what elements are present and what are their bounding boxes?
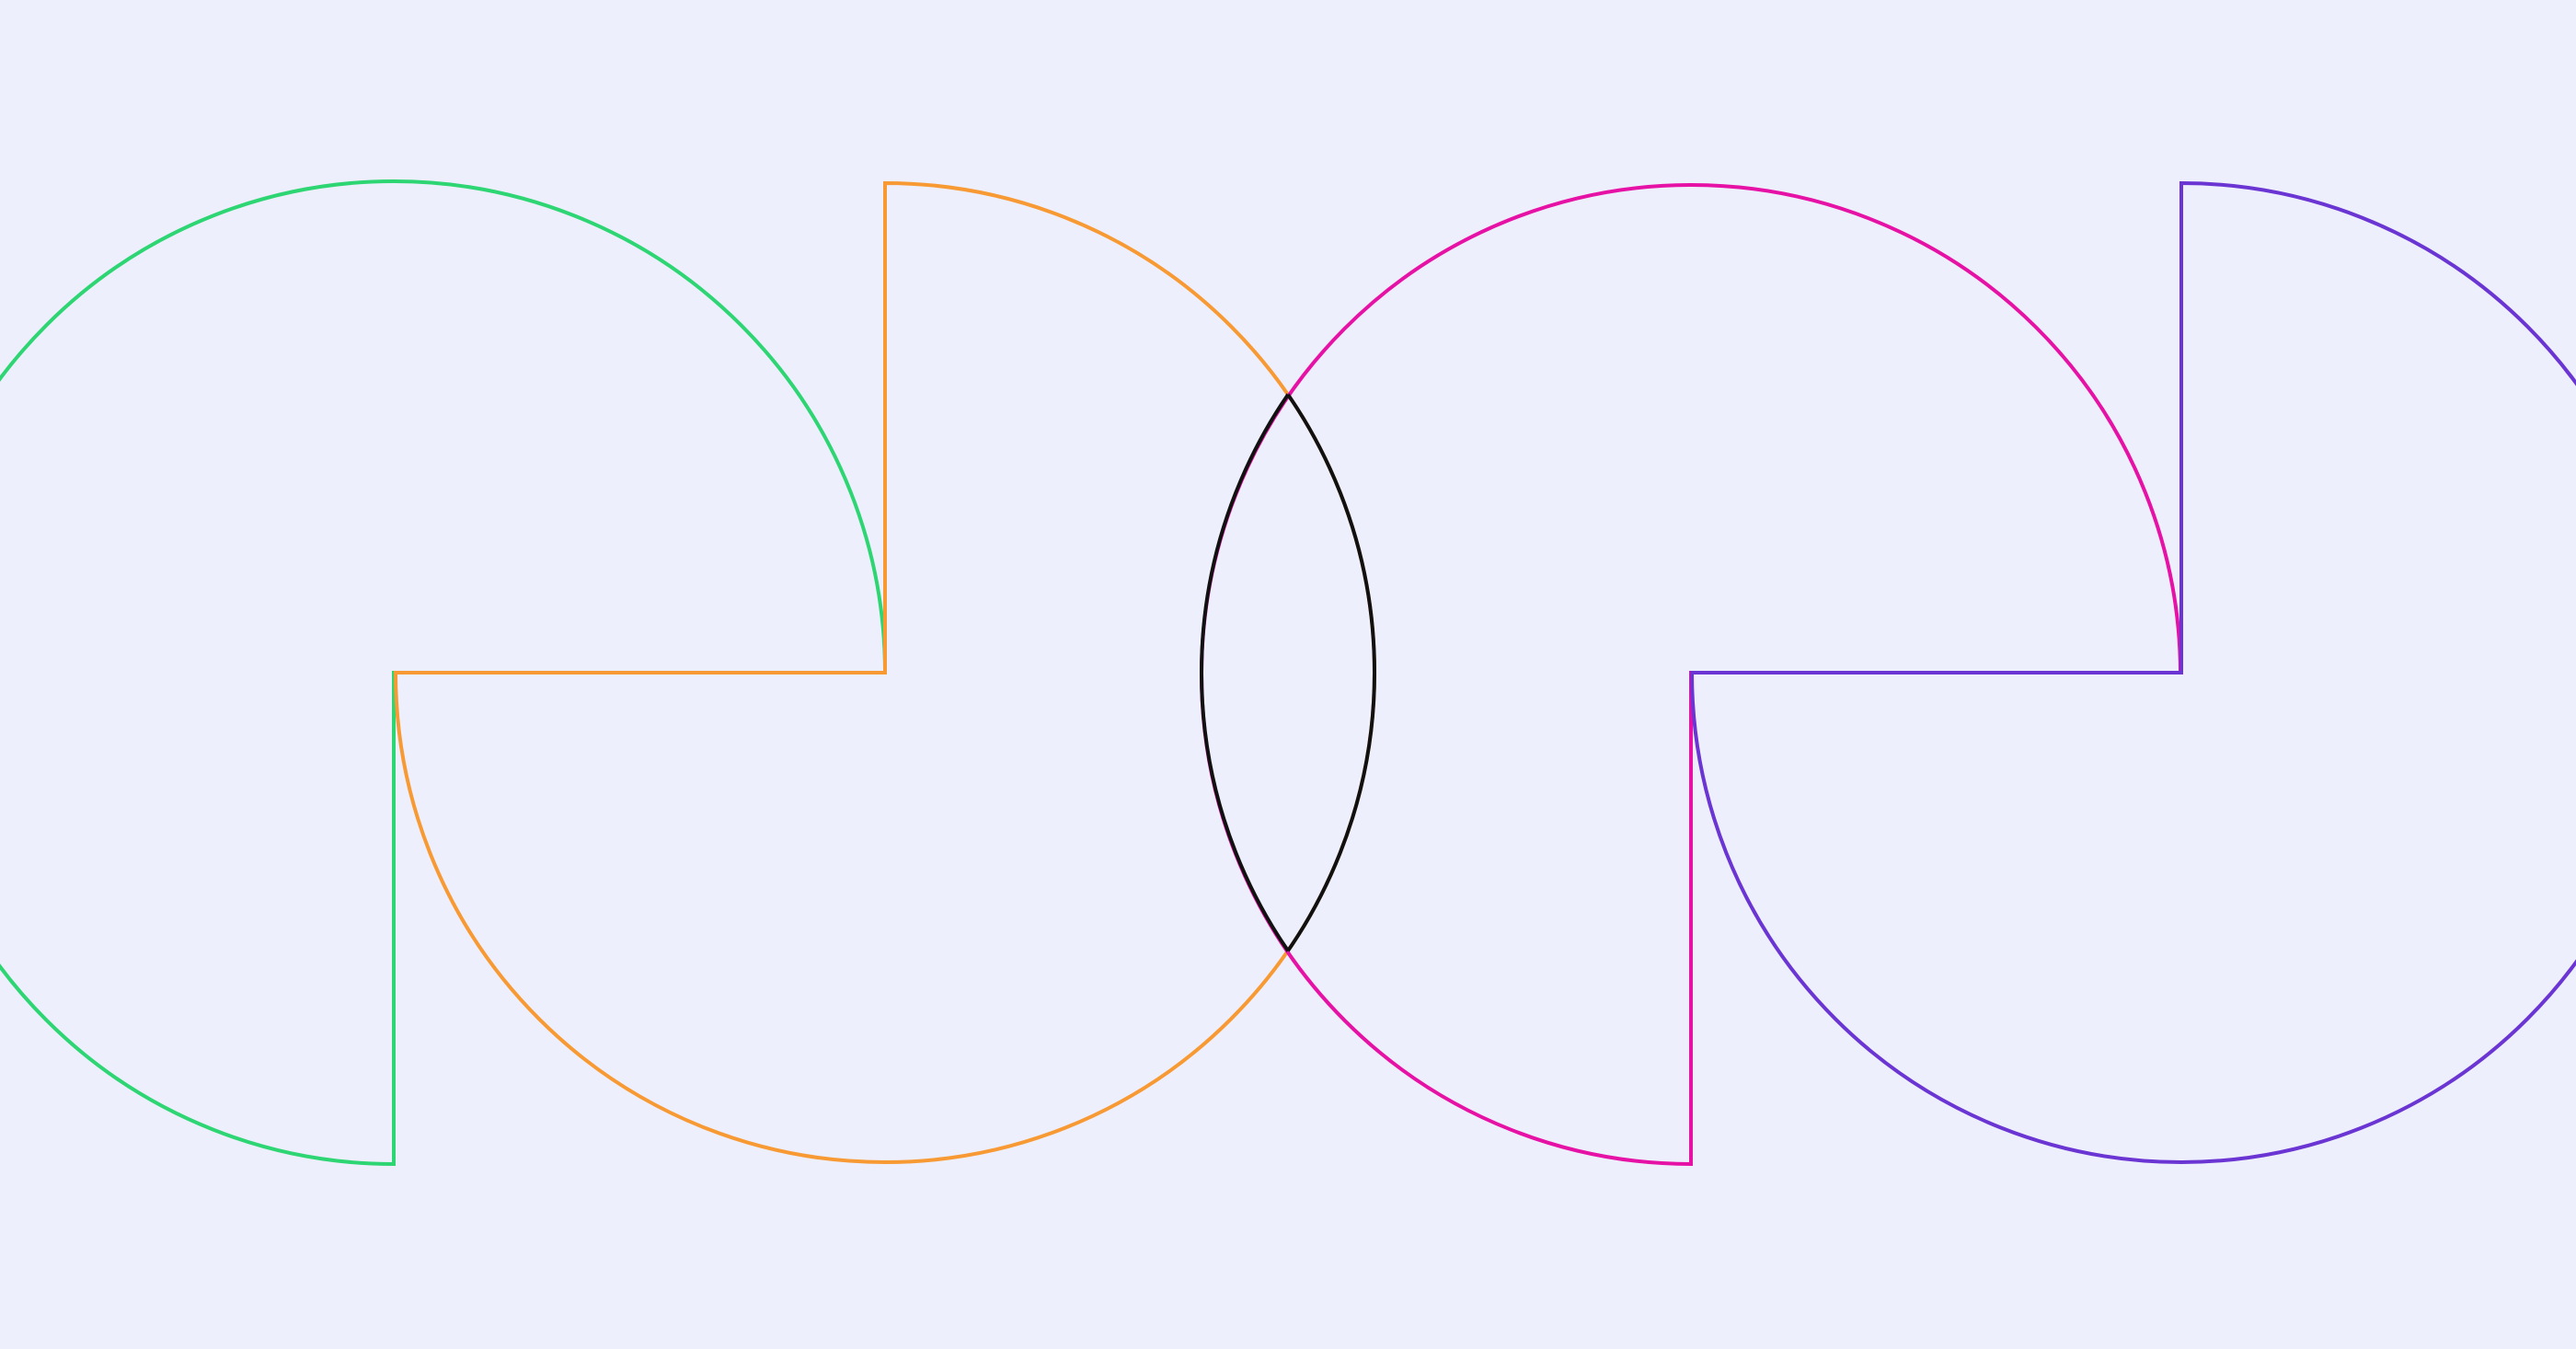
green-quarter-circle-shape: [0, 179, 888, 1167]
lens-left-arc: [1200, 183, 1374, 1162]
orange-quarter-circle-shape: [393, 180, 1376, 1164]
purple-quarter-circle-shape: [1689, 180, 2576, 1164]
lens-right-arc: [1202, 183, 1376, 1162]
magenta-quarter-circle-shape: [1200, 183, 2183, 1167]
overlap-lens-outline: [1200, 183, 1376, 1162]
